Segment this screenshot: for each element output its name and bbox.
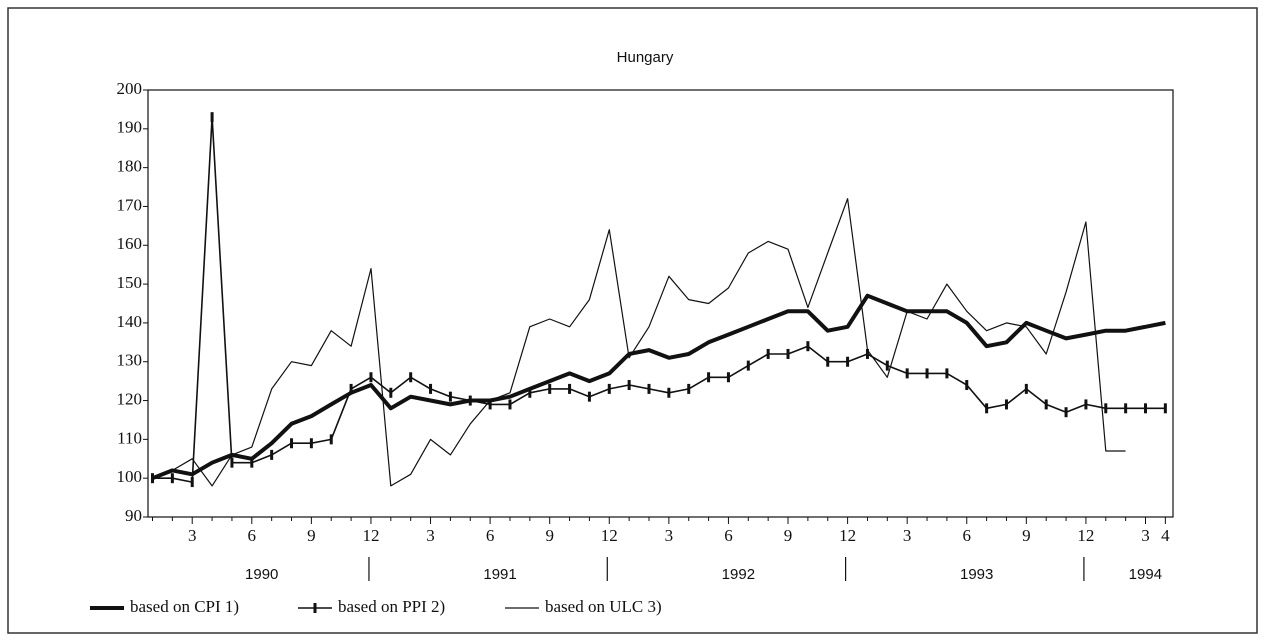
y-tick-label: 190 — [117, 118, 143, 137]
y-tick-label: 120 — [117, 389, 143, 408]
plot-area — [147, 89, 1174, 518]
y-tick-label: 170 — [117, 195, 143, 214]
chart-title: Hungary — [617, 49, 674, 66]
year-label: 1990 — [245, 566, 278, 583]
x-tick-label: 3 — [426, 526, 435, 545]
x-tick-label: 6 — [486, 526, 495, 545]
y-tick-label: 140 — [117, 312, 143, 331]
y-tick-label: 110 — [117, 428, 142, 447]
x-tick-label: 3 — [903, 526, 912, 545]
year-label: 1991 — [483, 566, 516, 583]
x-tick-label: 12 — [1077, 526, 1094, 545]
series-line — [152, 116, 1166, 483]
x-tick-label: 6 — [248, 526, 257, 545]
y-tick-label: 150 — [117, 273, 143, 292]
x-tick-label: 12 — [839, 526, 856, 545]
y-tick-label: 200 — [117, 79, 143, 98]
y-tick-label: 160 — [117, 234, 143, 253]
series-line — [151, 293, 1166, 481]
legend-label: based on CPI 1) — [130, 597, 239, 616]
legend-label: based on ULC 3) — [545, 597, 662, 616]
series-line — [152, 198, 1126, 487]
x-tick-label: 9 — [1022, 526, 1031, 545]
x-tick-label: 12 — [362, 526, 379, 545]
x-tick-label: 3 — [188, 526, 197, 545]
year-label: 1992 — [722, 566, 755, 583]
frame — [7, 7, 1258, 634]
x-tick-label: 4 — [1161, 526, 1170, 545]
x-tick-label: 6 — [724, 526, 733, 545]
x-tick-label: 6 — [963, 526, 972, 545]
x-tick-label: 9 — [784, 526, 793, 545]
y-tick-label: 130 — [117, 351, 143, 370]
x-tick-label: 3 — [665, 526, 674, 545]
legend-label: based on PPI 2) — [338, 597, 445, 616]
x-tick-label: 3 — [1141, 526, 1150, 545]
x-tick-label: 12 — [601, 526, 618, 545]
year-label: 1993 — [960, 566, 993, 583]
x-tick-label: 9 — [307, 526, 316, 545]
y-tick-label: 100 — [117, 467, 143, 486]
x-tick-label: 9 — [545, 526, 554, 545]
year-label: 1994 — [1129, 566, 1162, 583]
y-tick-label: 90 — [125, 506, 142, 525]
y-tick-label: 180 — [117, 157, 143, 176]
